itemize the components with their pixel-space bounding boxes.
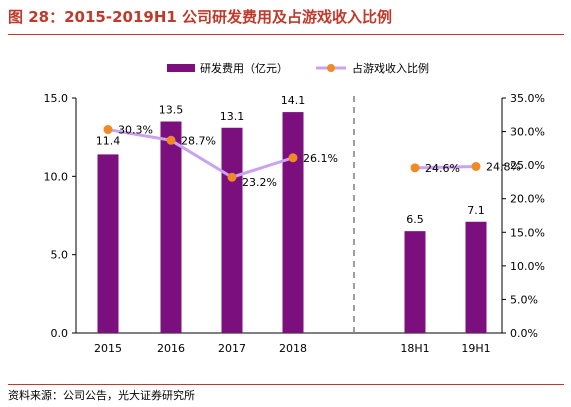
x-tick-label: 2015 xyxy=(94,342,122,355)
bar-value-label: 6.5 xyxy=(406,213,424,226)
bar-value-label: 13.1 xyxy=(220,110,245,123)
ratio-marker xyxy=(471,161,481,171)
legend-swatch-bar xyxy=(167,64,195,72)
source-rule xyxy=(8,384,564,385)
y-left-tick-label: 15.0 xyxy=(44,92,69,105)
x-tick-label: 2017 xyxy=(218,342,246,355)
x-tick-label: 19H1 xyxy=(461,342,490,355)
ratio-value-label: 28.7% xyxy=(181,134,216,147)
ratio-value-label: 30.3% xyxy=(118,124,153,137)
bar-value-label: 7.1 xyxy=(467,204,485,217)
legend: 研发费用（亿元） 占游戏收入比例 xyxy=(167,61,429,75)
legend-swatch-marker xyxy=(327,64,335,72)
y-left-tick-label: 5.0 xyxy=(51,249,69,262)
ratio-value-label: 26.1% xyxy=(303,152,338,165)
axes: 0.0 5.0 10.0 15.0 0.0% 5.0% 10.0% 15.0% 20.0% 25.… xyxy=(44,92,545,355)
bar-rd-expense xyxy=(282,112,304,333)
y-right-tick-label: 25.0% xyxy=(510,159,545,172)
ratio-marker xyxy=(410,163,420,173)
bar-rd-expense xyxy=(160,121,182,333)
y-right-tick-label: 35.0% xyxy=(510,92,545,105)
bar-value-label: 11.4 xyxy=(96,134,121,147)
y-left-tick-label: 10.0 xyxy=(44,170,69,183)
bar-rd-expense xyxy=(465,221,487,333)
y-right-tick-label: 30.0% xyxy=(510,126,545,139)
y-right-tick-label: 20.0% xyxy=(510,193,545,206)
data-labels: 11.4 13.5 13.1 14.1 6.5 7.1 30.3% 28.7% 23.2% 26.… xyxy=(96,94,521,226)
ratio-line-segment xyxy=(107,128,294,179)
y-left-tick-label: 0.0 xyxy=(51,327,69,340)
legend-label-line: 占游戏收入比例 xyxy=(352,61,429,75)
bar-value-label: 13.5 xyxy=(159,104,184,117)
x-tick-label: 18H1 xyxy=(400,342,429,355)
legend-label-bar: 研发费用（亿元） xyxy=(200,61,288,75)
y-right-tick-label: 0.0% xyxy=(510,327,538,340)
y-right-tick-label: 15.0% xyxy=(510,226,545,239)
chart-title: 图 28：2015-2019H1 公司研发费用及占游戏收入比例 xyxy=(8,8,393,26)
ratio-marker xyxy=(227,172,237,182)
chart: 研发费用（亿元） 占游戏收入比例 0.0 5.0 10.0 15.0 0.0% 5.0% 10… xyxy=(44,61,545,355)
x-tick-label: 2018 xyxy=(279,342,307,355)
bar-rd-expense xyxy=(221,127,243,334)
y-right-tick-label: 5.0% xyxy=(510,293,538,306)
bar-rd-expense xyxy=(97,154,119,333)
ratio-marker xyxy=(166,135,176,145)
ratio-lines xyxy=(103,125,481,182)
ratio-marker xyxy=(103,125,113,135)
title-rule xyxy=(8,34,564,35)
bar-rd-expense xyxy=(404,231,426,333)
x-tick-label: 2016 xyxy=(157,342,185,355)
bar-value-label: 14.1 xyxy=(281,94,306,107)
y-right-tick-label: 10.0% xyxy=(510,260,545,273)
ratio-value-label: 24.6% xyxy=(425,162,460,175)
ratio-line-segment xyxy=(414,164,477,170)
ratio-marker xyxy=(288,153,298,163)
bars xyxy=(97,112,487,334)
source-note: 资料来源：公司公告，光大证券研究所 xyxy=(8,389,195,402)
ratio-value-label: 24.8% xyxy=(486,160,521,173)
ratio-value-label: 23.2% xyxy=(242,176,277,189)
